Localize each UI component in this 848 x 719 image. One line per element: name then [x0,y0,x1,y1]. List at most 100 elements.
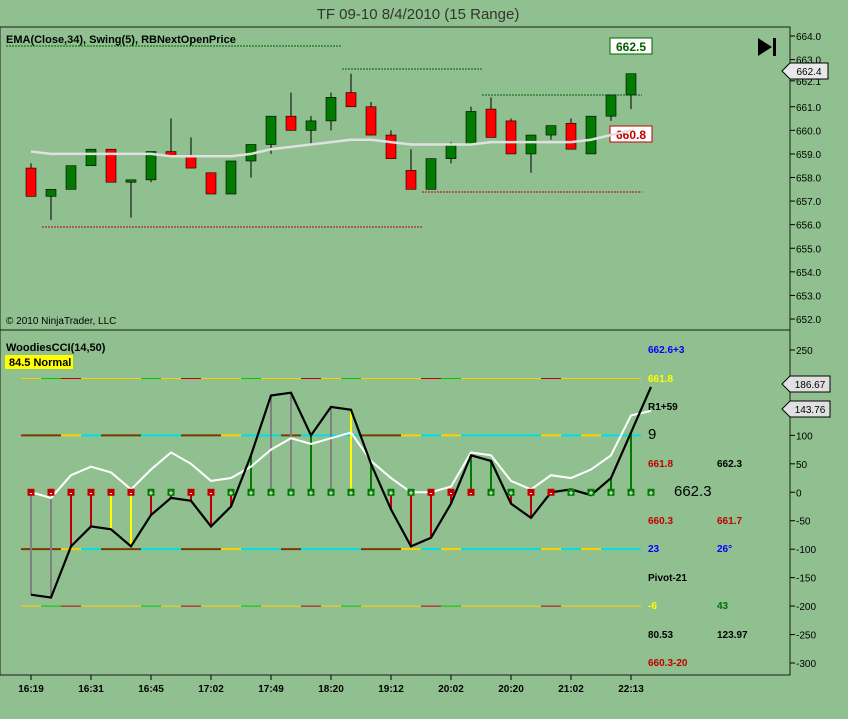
zero-marker-plus: + [227,488,235,497]
skip-to-end-icon[interactable] [758,38,776,56]
zero-marker-box [227,488,235,496]
zero-marker-box [367,488,375,496]
candle-body [345,92,357,108]
up-candle [585,115,597,155]
candle-body [425,158,437,190]
price-tick-label: 653.0 [796,291,821,302]
current-price-label: 662.4 [796,67,821,78]
chart-title: TF 09-10 8/4/2010 (15 Range) [317,6,520,23]
x-tick-label: 16:19 [18,684,44,695]
candle-body [405,170,417,190]
info-red-left: 661.8 [648,459,673,470]
zero-marker-plus: + [567,488,575,497]
cci-tick-label: -300 [796,659,816,670]
candle-body [385,134,397,159]
zero-marker-sign: + [609,488,614,497]
zero-marker-box [247,488,255,496]
zero-marker-sign: + [329,488,334,497]
candle-body [605,94,617,117]
zero-marker-minus: - [547,488,555,497]
zero-marker-plus: + [327,488,335,497]
info-panel: 662.6+3 661.8 R1+59 9 661.8 662.3 662.3 … [648,345,748,669]
cci-label: WoodiesCCI(14,50) [6,342,106,354]
price-tick-label: 661.0 [796,103,821,114]
zero-marker-sign: - [130,488,133,497]
candle-body [145,151,157,181]
zero-marker-box [187,488,195,496]
zero-marker-sign: + [149,488,154,497]
zero-marker-sign: + [229,488,234,497]
price-tick-label: 656.0 [796,221,821,232]
cci-tick-label: 250 [796,346,813,357]
zero-marker-plus: + [607,488,615,497]
zero-marker-sign: - [90,488,93,497]
zero-marker-sign: - [190,488,193,497]
up-candle [625,73,637,110]
zero-marker-box [427,488,435,496]
x-tick-label: 20:02 [438,684,464,695]
zero-marker-minus: - [447,488,455,497]
zero-marker-plus: + [407,488,415,497]
zero-marker-box [447,488,455,496]
zero-marker-minus: - [87,488,95,497]
zero-marker-plus: + [587,488,595,497]
zero-marker-sign: - [430,488,433,497]
zero-marker-plus: + [647,488,655,497]
zero-marker-box [87,488,95,496]
zero-marker-sign: - [110,488,113,497]
copyright-text: © 2010 NinjaTrader, LLC [6,316,116,327]
zero-marker-box [607,488,615,496]
info-big-value: 662.3 [674,483,712,500]
cci-last-label: 186.67 [795,380,826,391]
up-candle [305,116,317,145]
cci-tick-label: 50 [796,460,808,471]
cci-tick-label: -50 [796,517,811,528]
zero-marker-sign: + [589,488,594,497]
zero-marker-box [127,488,135,496]
zero-marker-box [27,488,35,496]
candle-body [45,188,57,197]
down-candle [385,130,397,159]
candle-body [365,106,377,136]
candle-body [85,148,97,167]
candle-body [65,165,77,190]
zero-marker-box [627,488,635,496]
x-tick-label: 19:12 [378,684,404,695]
x-tick-label: 20:20 [498,684,524,695]
cci-tick-label: -200 [796,602,816,613]
info-right-value: 662.3 [717,459,742,470]
info-blue-right: 26° [717,544,732,555]
zero-marker-minus: - [467,488,475,497]
info-pivot: Pivot-21 [648,573,687,584]
zero-marker-box [147,488,155,496]
next-open-low-box [609,125,653,143]
cci-tick-label: -100 [796,545,816,556]
next-open-high-box [609,37,653,55]
zero-marker-plus: + [147,488,155,497]
zero-marker-plus: + [367,488,375,497]
up-candle [425,158,437,190]
cci-tick-label: 0 [796,488,802,499]
zero-marker-sign: - [70,488,73,497]
up-candle [225,160,237,195]
down-candle [25,163,37,197]
info-black-right: 123.97 [717,630,748,641]
zero-marker-minus: - [67,488,75,497]
zero-marker-box [647,488,655,496]
zero-marker-sign: + [369,488,374,497]
price-tick-label: 658.0 [796,174,821,185]
down-candle [485,97,497,138]
zero-marker-sign: + [629,488,634,497]
x-axis: 16:19 16:31 16:45 17:02 17:49 18:20 19:12 20:02… [18,675,644,695]
up-candle [265,115,277,154]
x-tick-label: 17:49 [258,684,284,695]
up-candle [465,106,477,145]
price-tick-label: 657.0 [796,197,821,208]
zero-marker-sign: + [649,488,654,497]
zero-marker-minus: - [107,488,115,497]
zero-marker-minus: - [527,488,535,497]
zero-marker-plus: + [307,488,315,497]
up-candle [65,165,77,190]
